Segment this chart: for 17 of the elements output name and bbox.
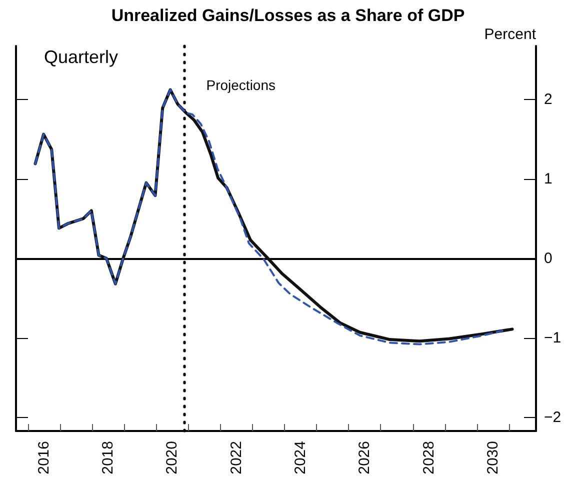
x-tick-label: 2028 [420,441,438,474]
x-tick-label: 2026 [356,441,374,474]
chart-title: Unrealized Gains/Losses as a Share of GDP [111,6,465,25]
ref-line-label: Projections [206,77,276,93]
y-tick-label: −1 [544,329,562,346]
x-tick-label: 2022 [228,441,245,474]
annotation: Quarterly [44,47,118,67]
y-tick-label: 0 [544,250,552,267]
x-tick-label: 2020 [164,441,181,474]
y-tick-label: −2 [544,408,562,426]
y-axis-title: Percent [484,26,537,43]
x-tick-label: 2024 [292,441,310,474]
y-tick-label: 1 [544,170,552,188]
y-tick-label: 2 [544,90,552,108]
x-tick-label: 2016 [35,441,52,474]
x-tick-label: 2018 [100,441,117,474]
x-tick-label: 2030 [484,441,502,474]
